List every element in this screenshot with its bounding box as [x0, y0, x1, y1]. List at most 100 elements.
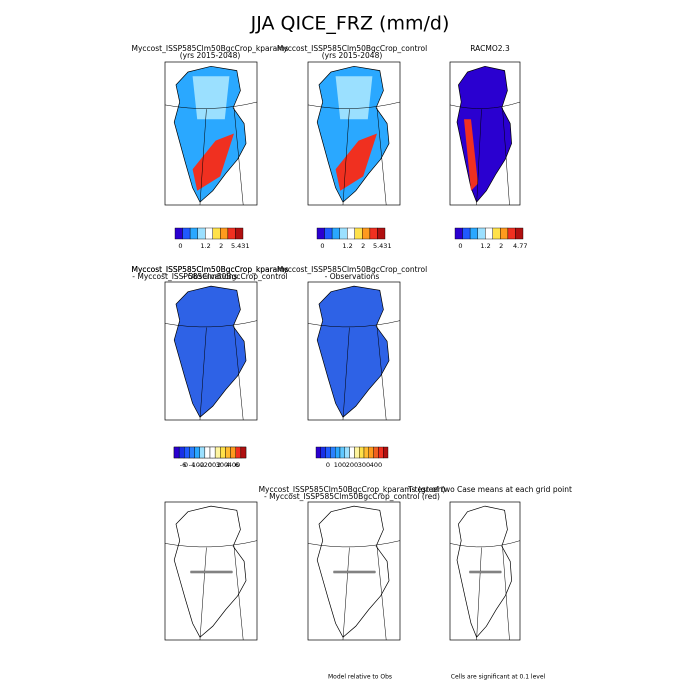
- colorbar-label: 200: [204, 461, 216, 469]
- colorbar-label: 1.2: [342, 242, 352, 250]
- colorbar-label: 1.2: [480, 242, 490, 250]
- colorbar-box: [354, 227, 363, 240]
- colorbar-label: -2: [198, 461, 204, 469]
- colorbar-box: [225, 446, 231, 459]
- colorbar-box: [220, 227, 229, 240]
- colorbar-box: [174, 227, 183, 240]
- colorbar-label: 6: [235, 461, 239, 469]
- colorbar-box: [344, 446, 350, 459]
- scale-bar: [469, 570, 502, 574]
- panel-footer: Cells are significant at 0.1 level: [451, 674, 546, 681]
- colorbar-label: 0: [178, 242, 182, 250]
- panel-title: - Myccost_ISSP585Clm50BgcCrop_control: [132, 272, 287, 281]
- panel-title: Myccost_ISSP585Clm50BgcCrop_kparams: [132, 265, 289, 274]
- panel-title: - Observations: [325, 272, 380, 281]
- colorbar-box: [235, 227, 244, 240]
- greenland: [316, 65, 390, 203]
- colorbar-label: 2: [219, 242, 223, 250]
- colorbar-box: [492, 227, 501, 240]
- colorbar-box: [454, 227, 463, 240]
- colorbar-label: 0: [320, 242, 324, 250]
- map-frame: [449, 61, 521, 206]
- colorbar-box: [462, 227, 471, 240]
- graticule: [307, 540, 401, 641]
- colorbar-box: [363, 446, 370, 459]
- colorbar-box: [485, 227, 493, 240]
- colorbar-box: [330, 446, 336, 459]
- map: [449, 501, 521, 641]
- panel-title: Myccost_ISSP585Clm50BgcCrop_control: [277, 44, 427, 53]
- colorbar-box: [335, 446, 341, 459]
- colorbar-label: 0: [326, 461, 330, 469]
- map: [449, 61, 521, 206]
- map-frame: [307, 501, 401, 641]
- panel-footer: Model relative to Obs: [328, 674, 392, 681]
- colorbar-label: 300: [216, 461, 228, 469]
- colorbar-box: [194, 446, 200, 459]
- map: [307, 281, 401, 421]
- colorbar-label: 1.2: [200, 242, 210, 250]
- map-frame: [449, 501, 521, 641]
- figure-title: JJA QICE_FRZ (mm/d): [250, 13, 450, 35]
- panel-title: (yrs 2015-2048): [180, 51, 241, 60]
- colorbar-label: 0: [208, 461, 212, 469]
- map-frame: [164, 61, 258, 206]
- graticule: [449, 101, 521, 206]
- colorbar-box: [383, 446, 389, 459]
- colorbar-label: 2: [217, 461, 221, 469]
- greenland: [316, 285, 390, 418]
- colorbar-label: 400: [370, 461, 382, 469]
- colorbar-box: [377, 227, 386, 240]
- colorbar-box: [349, 446, 355, 459]
- map-frame: [307, 281, 401, 421]
- colorbar-label: 5.431: [373, 242, 392, 250]
- colorbar-label: 200: [346, 461, 358, 469]
- colorbar-box: [469, 227, 478, 240]
- colorbar-box: [189, 446, 195, 459]
- melt-zone: [335, 133, 377, 191]
- panel-title: - Myccost_ISSP585Clm50BgcCrop_control (r…: [264, 492, 440, 501]
- colorbar-box: [214, 446, 221, 459]
- greenland: [456, 505, 512, 638]
- scale-bar: [333, 570, 376, 574]
- colorbar-label: 4: [226, 461, 230, 469]
- colorbar-box: [515, 227, 524, 240]
- colorbar-box: [209, 446, 216, 459]
- greenland: [173, 65, 247, 203]
- colorbar-box: [339, 227, 348, 240]
- greenland: [456, 65, 512, 203]
- colorbar-box: [320, 446, 326, 459]
- melt-zone: [192, 133, 234, 191]
- map-frame: [164, 501, 258, 641]
- graticule: [164, 540, 258, 641]
- map: [164, 281, 258, 421]
- colorbar-box: [205, 227, 213, 240]
- map: [307, 61, 401, 206]
- colorbar-box: [325, 446, 331, 459]
- colorbar-label: 4.77: [513, 242, 527, 250]
- colorbar-box: [378, 446, 384, 459]
- colorbar-box: [373, 446, 379, 459]
- colorbar-box: [212, 227, 221, 240]
- colorbar-box: [324, 227, 333, 240]
- map: [164, 61, 258, 206]
- colorbar-box: [240, 446, 247, 459]
- colorbar-box: [500, 227, 509, 240]
- colorbar-box: [477, 227, 486, 240]
- greenland: [173, 505, 247, 638]
- graticule: [449, 540, 521, 641]
- colorbar-label: 300: [358, 461, 370, 469]
- map-frame: [307, 61, 401, 206]
- colorbar-label: 5.431: [231, 242, 250, 250]
- graticule: [164, 320, 258, 421]
- map: [307, 501, 401, 641]
- colorbar-label: 0: [458, 242, 462, 250]
- graticule: [307, 320, 401, 421]
- colorbar-label: 100: [192, 461, 204, 469]
- panel-title: Myccost_ISSP585Clm50BgcCrop_control: [277, 265, 427, 274]
- colorbar-label: -6: [180, 461, 186, 469]
- colorbar-box: [507, 227, 516, 240]
- colorbar-box: [369, 227, 378, 240]
- colorbar-label: 400: [228, 461, 240, 469]
